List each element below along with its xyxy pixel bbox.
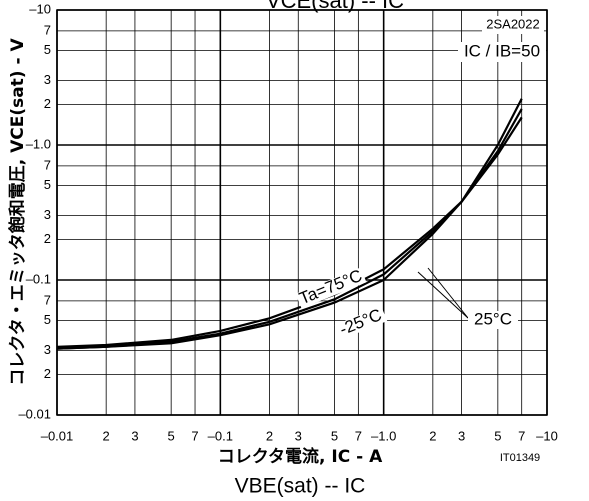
y-tick-label: 5 [44,312,51,327]
y-tick-label: 2 [44,231,51,246]
y-tick-label: 3 [44,342,51,357]
y-tick-label: 5 [44,42,51,57]
y-tick-label: 2 [44,366,51,381]
x-tick-label: 7 [355,428,362,443]
x-tick-label: 2 [103,428,110,443]
figure-code: IT01349 [500,452,540,464]
series-label: Ta=75°C [297,266,365,308]
condition-label: IC / IB=50 [464,41,540,60]
leader-line [427,267,469,319]
y-tick-label: 3 [44,72,51,87]
x-tick-label: 7 [191,428,198,443]
x-tick-label: 3 [131,428,138,443]
label-bg [482,16,544,34]
y-tick-label: 5 [44,177,51,192]
label-bg [295,267,367,309]
series-label: -25°C [337,305,385,339]
y-tick-label: 7 [44,157,51,172]
y-tick-label: –0.01 [18,406,51,421]
x-tick-label: 3 [295,428,302,443]
x-tick-label: –0.01 [41,428,74,443]
x-tick-label: –0.1 [208,428,233,443]
label-bg [468,311,518,329]
curves [56,98,523,350]
series-line [56,98,523,350]
y-tick-label: 7 [44,22,51,37]
x-axis-label: コレクタ電流, IC - A [218,446,383,467]
y-tick-label: –0.1 [26,271,51,286]
label-bg [458,42,546,62]
series-line [56,108,523,350]
x-tick-label: –10 [536,428,558,443]
x-tick-label: –1.0 [371,428,396,443]
series-label: 25°C [474,309,512,328]
label-bg [334,306,388,340]
plot-frame [56,9,548,416]
y-tick-label: 2 [44,96,51,111]
x-tick-label: 5 [331,428,338,443]
y-tick-label: 3 [44,207,51,222]
series-line [56,116,523,348]
y-tick-label: –1.0 [26,136,51,151]
x-tick-label: 3 [458,428,465,443]
leader-line [417,271,469,319]
y-axis-label: コレクタ・エミッタ飽和電圧, VCE(sat) - V [7,38,28,386]
x-tick-label: 2 [429,428,436,443]
device-label: 2SA2022 [486,16,540,31]
next-chart-title: VBE(sat) -- IC [235,475,366,498]
x-tick-label: 2 [266,428,273,443]
x-tick-label: 5 [168,428,175,443]
y-tick-label: –10 [29,1,51,16]
x-tick-label: 5 [494,428,501,443]
grid [56,9,548,416]
x-tick-label: 7 [518,428,525,443]
y-tick-label: 7 [44,292,51,307]
